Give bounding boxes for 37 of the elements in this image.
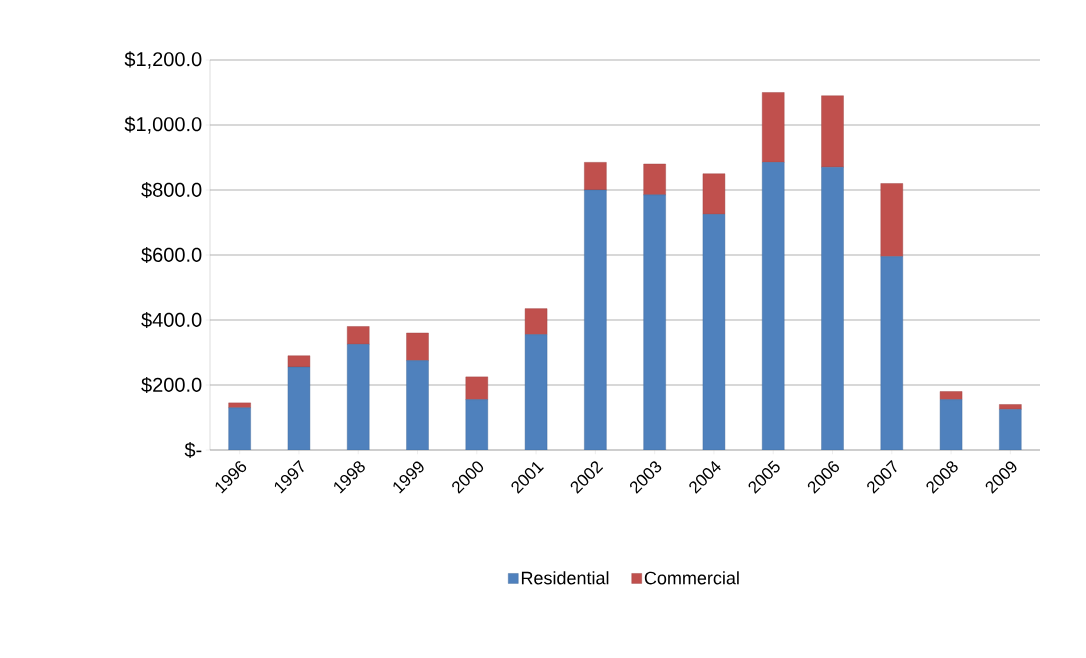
bar	[406, 332, 429, 361]
bar	[821, 95, 844, 168]
bar	[465, 376, 488, 400]
bar	[643, 163, 666, 196]
bar	[287, 355, 311, 368]
bar	[821, 167, 844, 450]
y-tick-label: $400.0	[141, 311, 202, 329]
bar	[524, 334, 548, 450]
y-tick-label: $200.0	[141, 376, 202, 394]
bar	[524, 308, 548, 335]
legend-label: Residential	[521, 571, 609, 585]
y-tick-label: $1,000.0	[124, 116, 202, 134]
bar	[939, 399, 963, 450]
y-tick-label: $800.0	[141, 181, 202, 199]
bar	[880, 183, 903, 257]
bar	[347, 326, 370, 345]
y-tick-label: $600.0	[141, 246, 202, 264]
bar	[702, 214, 726, 450]
bar	[584, 162, 607, 191]
bar	[643, 194, 666, 450]
bar	[584, 189, 607, 450]
bar	[939, 391, 963, 400]
y-tick-label: $1,200.0	[124, 51, 202, 69]
bar	[228, 402, 251, 408]
legend-label: Commercial	[644, 571, 739, 585]
bar	[880, 256, 903, 450]
bar	[702, 173, 726, 215]
y-tick-label: $-	[184, 441, 202, 459]
bar	[406, 360, 429, 450]
bar	[347, 344, 370, 450]
bar	[465, 399, 488, 450]
bar	[287, 366, 311, 450]
bar	[999, 404, 1022, 410]
bar	[762, 162, 785, 450]
bar	[228, 407, 251, 450]
bar	[999, 409, 1022, 450]
bar	[762, 92, 785, 163]
